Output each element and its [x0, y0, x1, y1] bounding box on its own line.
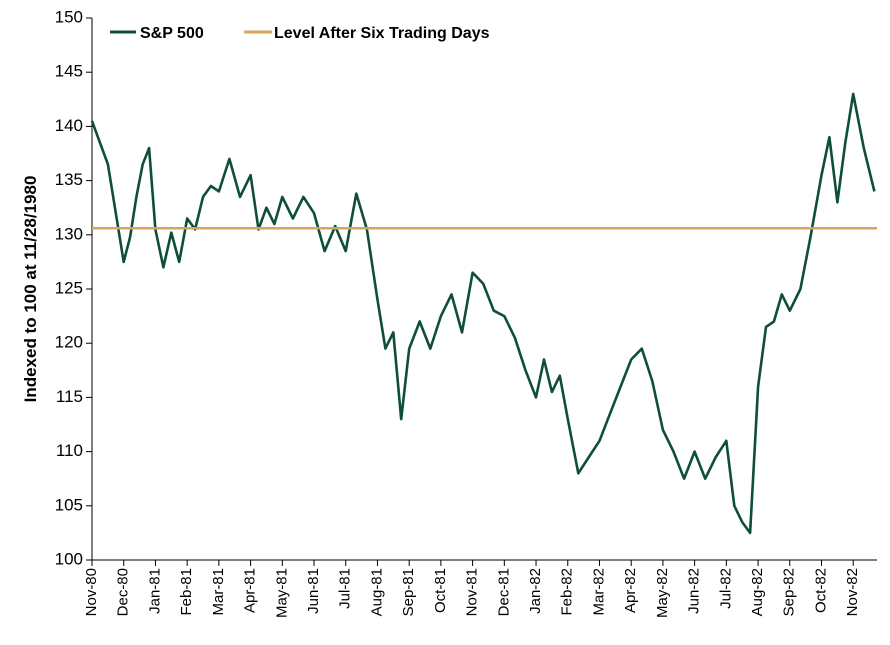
x-tick-label: Sep-82 — [781, 568, 798, 616]
y-tick-label: 125 — [55, 278, 83, 297]
x-tick-label: Dec-80 — [115, 568, 132, 616]
y-tick-label: 130 — [55, 224, 83, 243]
x-tick-label: Aug-82 — [749, 568, 766, 616]
y-tick-label: 140 — [55, 116, 83, 135]
x-tick-label: Feb-81 — [178, 568, 195, 616]
y-tick-label: 100 — [55, 549, 83, 568]
x-tick-label: Nov-80 — [83, 568, 100, 616]
x-tick-label: Apr-82 — [622, 568, 639, 613]
x-tick-label: Nov-81 — [464, 568, 481, 616]
x-tick-label: Jun-81 — [305, 568, 322, 614]
x-tick-label: Jan-81 — [146, 568, 163, 614]
x-tick-label: Jan-82 — [527, 568, 544, 614]
legend: S&P 500 Level After Six Trading Days — [110, 25, 490, 42]
y-tick-label: 115 — [56, 387, 83, 406]
y-axis-ticks: 100 105 110 115 120 125 130 135 140 145 150 — [55, 7, 92, 568]
x-tick-label: Dec-81 — [495, 568, 512, 616]
x-tick-label: Oct-81 — [432, 568, 449, 613]
x-tick-label: Apr-81 — [242, 568, 259, 613]
y-tick-label: 120 — [55, 333, 83, 352]
x-axis-ticks: Nov-80 Dec-80 Jan-81 Feb-81 Mar-81 Apr-81 May-… — [83, 560, 861, 618]
y-axis-label: Indexed to 100 at 11/28/1980 — [21, 176, 40, 403]
x-tick-label: Jun-82 — [686, 568, 703, 614]
x-tick-label: Jul-82 — [717, 568, 734, 609]
x-tick-label: Oct-82 — [812, 568, 829, 613]
legend-label-sp500: S&P 500 — [140, 25, 204, 42]
y-tick-label: 145 — [55, 62, 83, 81]
x-tick-label: May-82 — [654, 568, 671, 618]
sp500-series-line — [90, 92, 876, 535]
x-tick-label: Sep-81 — [400, 568, 417, 616]
y-tick-label: 150 — [55, 7, 83, 26]
y-tick-label: 105 — [55, 495, 83, 514]
legend-label-level: Level After Six Trading Days — [274, 25, 490, 42]
x-tick-label: May-81 — [273, 568, 290, 618]
y-tick-label: 135 — [55, 170, 83, 189]
x-tick-label: Feb-82 — [559, 568, 576, 616]
x-tick-label: Nov-82 — [844, 568, 861, 616]
x-tick-label: Jul-81 — [337, 568, 354, 609]
y-tick-label: 110 — [56, 441, 83, 460]
x-tick-label: Mar-82 — [590, 568, 607, 616]
x-tick-label: Mar-81 — [210, 568, 227, 616]
x-tick-label: Aug-81 — [368, 568, 385, 616]
